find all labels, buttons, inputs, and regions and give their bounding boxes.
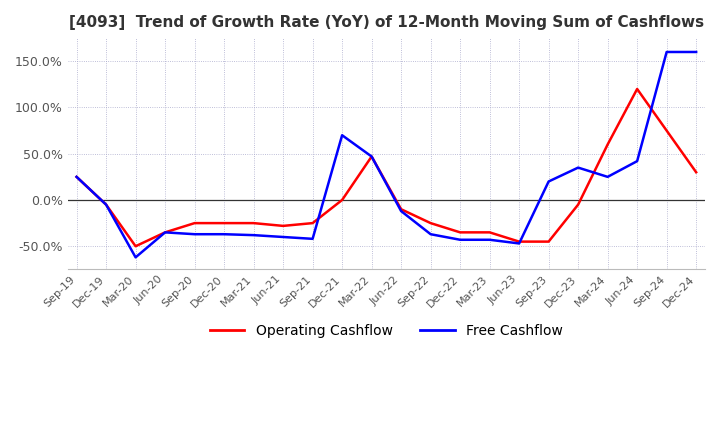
Legend: Operating Cashflow, Free Cashflow: Operating Cashflow, Free Cashflow	[204, 318, 569, 343]
Title: [4093]  Trend of Growth Rate (YoY) of 12-Month Moving Sum of Cashflows: [4093] Trend of Growth Rate (YoY) of 12-…	[69, 15, 704, 30]
